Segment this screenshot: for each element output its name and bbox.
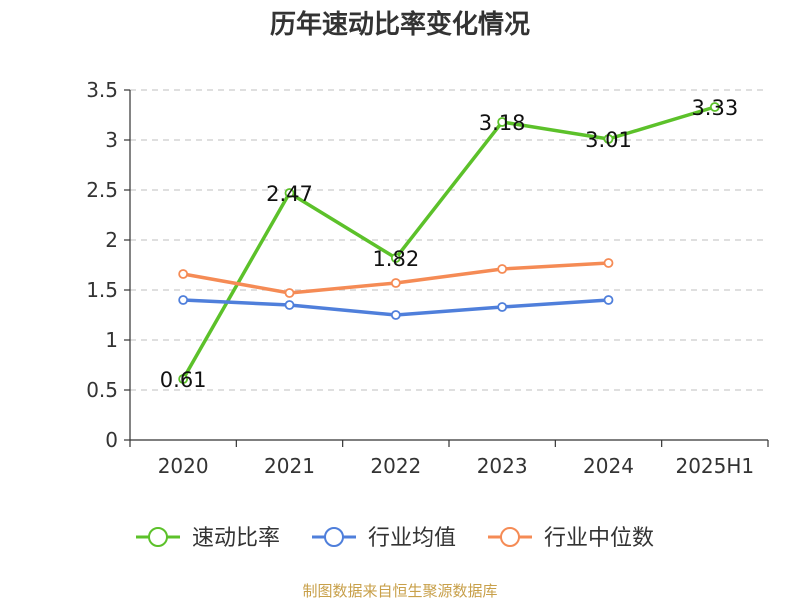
data-point (390, 310, 401, 320)
data-point (178, 295, 189, 305)
data-point (497, 117, 508, 127)
y-tick-label: 0 (105, 428, 118, 452)
x-tick-label: 2020 (158, 454, 209, 478)
data-labels: 0.61 2.47 1.82 3.18 3.01 3.33 (160, 96, 738, 392)
legend-label: 行业中位数 (544, 526, 654, 551)
y-tick-label: 3 (105, 128, 118, 152)
x-tick-label: 2024 (583, 454, 634, 478)
y-tick-label: 2.5 (86, 178, 118, 202)
y-tick-label: 1 (105, 328, 118, 352)
legend-marker (324, 527, 344, 547)
y-tick-label: 2 (105, 228, 118, 252)
x-tick-label: 2022 (370, 454, 421, 478)
data-point (603, 295, 614, 305)
data-label: 3.33 (691, 96, 738, 120)
data-point (284, 300, 295, 310)
y-tick-label: 1.5 (86, 278, 118, 302)
grid (130, 89, 768, 391)
data-label: 3.18 (479, 111, 526, 135)
x-tick-label: 2023 (477, 454, 528, 478)
data-point (284, 288, 295, 298)
data-label: 3.01 (585, 128, 632, 152)
data-label: 2.47 (266, 182, 313, 206)
data-label: 1.82 (372, 247, 419, 271)
legend-marker (500, 527, 520, 547)
y-tick-label: 3.5 (86, 78, 118, 102)
data-point (603, 134, 614, 144)
legend: 速动比率 行业均值 行业中位数 (136, 526, 654, 551)
x-tick-label: 2021 (264, 454, 315, 478)
axes: 0 0.5 1 1.5 2 2.5 3 3.5 2020 2021 2022 2023 2024 2025… (86, 78, 769, 478)
data-point (497, 264, 508, 274)
data-point (497, 302, 508, 312)
chart-title: 历年速动比率变化情况 (270, 9, 530, 40)
data-point (284, 188, 295, 198)
data-point (390, 278, 401, 288)
data-point (603, 258, 614, 268)
source-note: 制图数据来自恒生聚源数据库 (302, 582, 497, 600)
x-tick-label: 2025H1 (675, 454, 754, 478)
data-point (178, 374, 189, 384)
legend-label: 行业均值 (368, 526, 456, 551)
data-point (390, 253, 401, 263)
series (178, 102, 720, 384)
series-line (181, 105, 716, 380)
y-tick-label: 0.5 (86, 378, 118, 402)
data-point (709, 102, 720, 112)
legend-label: 速动比率 (192, 526, 280, 551)
data-point (178, 269, 189, 279)
data-label: 0.61 (160, 368, 207, 392)
legend-marker (148, 527, 168, 547)
